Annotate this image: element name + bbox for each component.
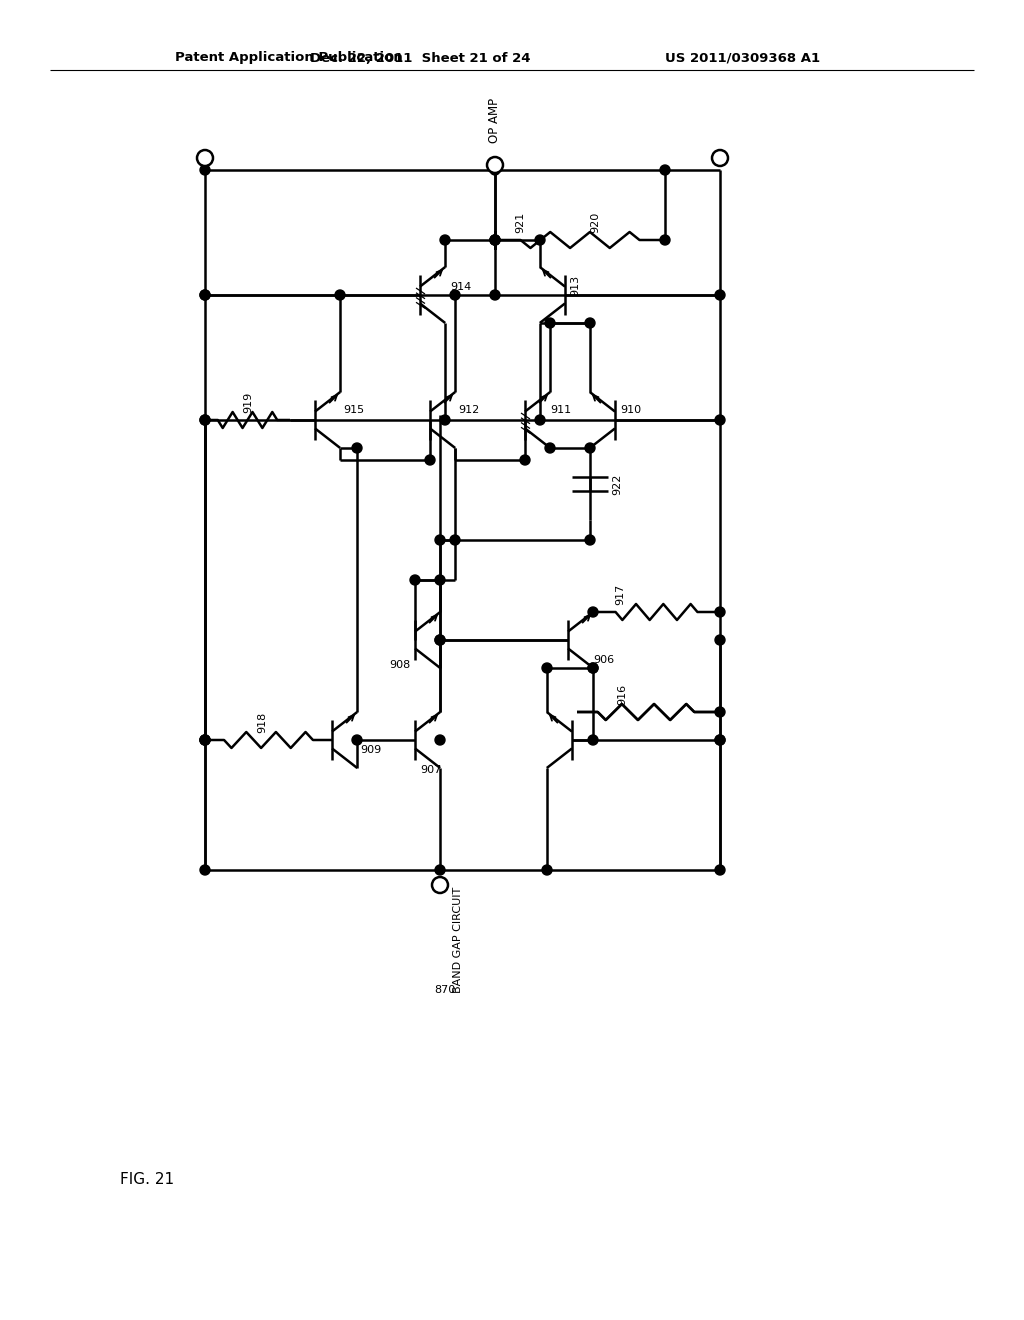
Circle shape xyxy=(715,735,725,744)
Circle shape xyxy=(440,414,450,425)
Text: US 2011/0309368 A1: US 2011/0309368 A1 xyxy=(665,51,820,65)
Circle shape xyxy=(200,290,210,300)
Text: 908: 908 xyxy=(389,660,410,671)
Circle shape xyxy=(432,876,449,894)
Circle shape xyxy=(588,663,598,673)
Circle shape xyxy=(440,235,450,246)
Circle shape xyxy=(715,708,725,717)
Circle shape xyxy=(545,318,555,327)
Circle shape xyxy=(450,535,460,545)
Text: 920: 920 xyxy=(590,211,600,232)
Circle shape xyxy=(712,150,728,166)
Circle shape xyxy=(435,735,445,744)
Circle shape xyxy=(542,663,552,673)
Circle shape xyxy=(715,735,725,744)
Circle shape xyxy=(588,735,598,744)
Circle shape xyxy=(200,290,210,300)
Circle shape xyxy=(335,290,345,300)
Circle shape xyxy=(490,235,500,246)
Text: 919: 919 xyxy=(243,391,253,413)
Circle shape xyxy=(435,635,445,645)
Circle shape xyxy=(715,865,725,875)
Circle shape xyxy=(585,535,595,545)
Circle shape xyxy=(200,865,210,875)
Circle shape xyxy=(660,235,670,246)
Circle shape xyxy=(352,735,362,744)
Circle shape xyxy=(435,535,445,545)
Text: Dec. 22, 2011  Sheet 21 of 24: Dec. 22, 2011 Sheet 21 of 24 xyxy=(309,51,530,65)
Circle shape xyxy=(197,150,213,166)
Circle shape xyxy=(715,414,725,425)
Text: 916: 916 xyxy=(617,684,627,705)
Circle shape xyxy=(585,318,595,327)
Text: 917: 917 xyxy=(615,583,625,605)
Circle shape xyxy=(200,735,210,744)
Text: 909: 909 xyxy=(360,744,381,755)
Text: 870: 870 xyxy=(434,985,456,995)
Circle shape xyxy=(542,865,552,875)
Circle shape xyxy=(715,607,725,616)
Circle shape xyxy=(200,165,210,176)
Text: Patent Application Publication: Patent Application Publication xyxy=(175,51,402,65)
Circle shape xyxy=(425,455,435,465)
Circle shape xyxy=(588,663,598,673)
Circle shape xyxy=(585,444,595,453)
Text: 910: 910 xyxy=(620,405,641,414)
Circle shape xyxy=(490,235,500,246)
Text: 918: 918 xyxy=(257,711,267,733)
Circle shape xyxy=(200,414,210,425)
Circle shape xyxy=(545,444,555,453)
Circle shape xyxy=(200,735,210,744)
Text: 912: 912 xyxy=(458,405,479,414)
Circle shape xyxy=(450,290,460,300)
Circle shape xyxy=(535,235,545,246)
Circle shape xyxy=(715,290,725,300)
Circle shape xyxy=(410,576,420,585)
Circle shape xyxy=(715,635,725,645)
Circle shape xyxy=(487,157,503,173)
Circle shape xyxy=(200,735,210,744)
Circle shape xyxy=(535,414,545,425)
Circle shape xyxy=(435,635,445,645)
Text: OP AMP: OP AMP xyxy=(488,98,502,143)
Circle shape xyxy=(490,235,500,246)
Circle shape xyxy=(588,607,598,616)
Text: FIG. 21: FIG. 21 xyxy=(120,1172,174,1188)
Text: 914: 914 xyxy=(450,282,471,292)
Circle shape xyxy=(490,290,500,300)
Text: 921: 921 xyxy=(515,211,525,232)
Circle shape xyxy=(200,414,210,425)
Circle shape xyxy=(352,444,362,453)
Text: 906: 906 xyxy=(593,655,614,665)
Text: BAND GAP CIRCUIT: BAND GAP CIRCUIT xyxy=(453,887,463,993)
Circle shape xyxy=(520,455,530,465)
Circle shape xyxy=(435,576,445,585)
Text: 915: 915 xyxy=(343,405,365,414)
Text: 907: 907 xyxy=(420,766,441,775)
Text: 922: 922 xyxy=(612,474,622,495)
Text: 911: 911 xyxy=(550,405,571,414)
Circle shape xyxy=(435,865,445,875)
Text: 913: 913 xyxy=(570,275,580,296)
Circle shape xyxy=(660,165,670,176)
Circle shape xyxy=(490,165,500,176)
